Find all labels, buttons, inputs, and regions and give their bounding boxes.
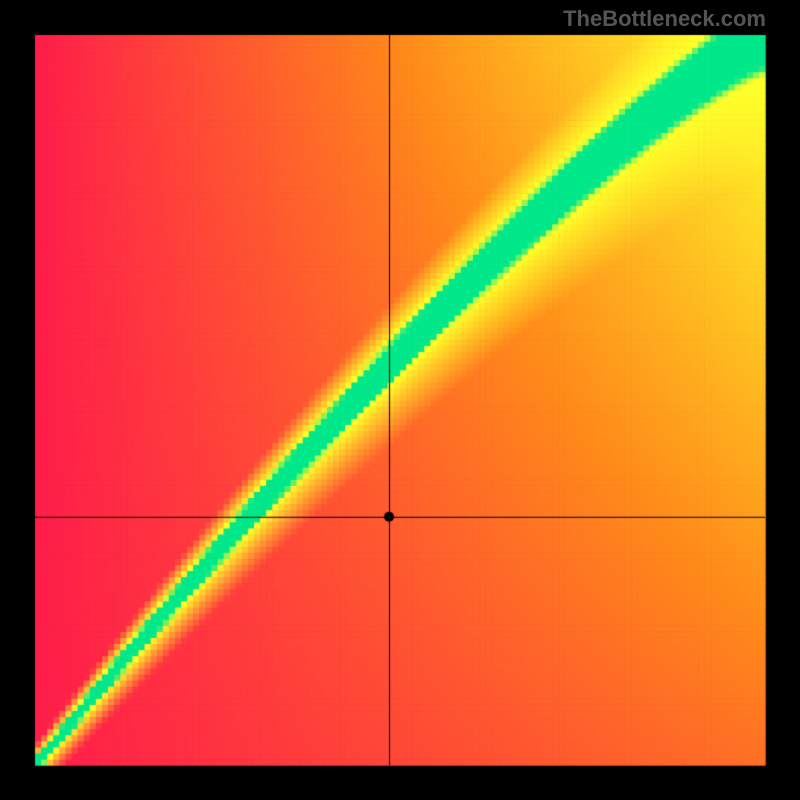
- watermark-text: TheBottleneck.com: [563, 6, 766, 32]
- chart-container: TheBottleneck.com: [0, 0, 800, 800]
- heatmap-plot: [0, 0, 800, 800]
